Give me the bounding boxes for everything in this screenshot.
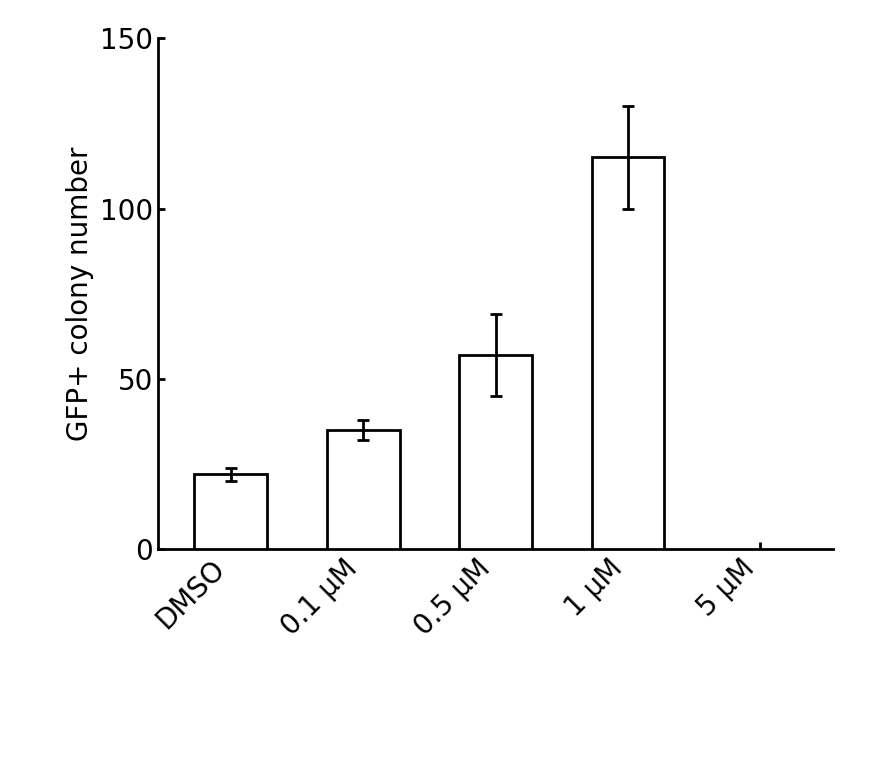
Bar xyxy=(459,355,532,549)
Bar xyxy=(195,475,267,549)
Bar xyxy=(591,157,665,549)
Bar xyxy=(326,430,400,549)
Y-axis label: GFP+ colony number: GFP+ colony number xyxy=(67,146,95,441)
